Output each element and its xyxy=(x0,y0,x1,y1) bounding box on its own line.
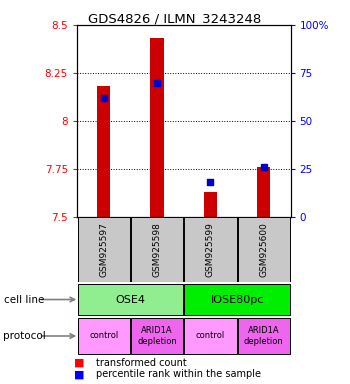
Text: control: control xyxy=(89,331,118,341)
Text: GSM925599: GSM925599 xyxy=(206,222,215,277)
Text: GSM925597: GSM925597 xyxy=(99,222,108,277)
Text: GSM925598: GSM925598 xyxy=(153,222,162,277)
Bar xyxy=(238,318,290,354)
Bar xyxy=(184,284,290,315)
Point xyxy=(154,79,160,86)
Text: IOSE80pc: IOSE80pc xyxy=(210,295,264,305)
Text: percentile rank within the sample: percentile rank within the sample xyxy=(96,369,261,379)
Bar xyxy=(257,167,271,217)
Bar xyxy=(78,318,130,354)
Bar xyxy=(184,318,237,354)
Text: GSM925600: GSM925600 xyxy=(259,222,268,277)
Text: protocol: protocol xyxy=(4,331,46,341)
Point xyxy=(101,95,106,101)
Text: GDS4826 / ILMN_3243248: GDS4826 / ILMN_3243248 xyxy=(88,12,262,25)
Point xyxy=(261,164,267,170)
Text: transformed count: transformed count xyxy=(96,358,187,368)
Bar xyxy=(131,318,183,354)
Bar xyxy=(78,217,130,282)
Text: ■: ■ xyxy=(74,369,84,379)
Bar xyxy=(238,217,290,282)
Bar xyxy=(78,284,183,315)
Text: ■: ■ xyxy=(74,358,84,368)
Text: ARID1A
depletion: ARID1A depletion xyxy=(137,326,177,346)
Point xyxy=(208,179,213,185)
Text: control: control xyxy=(196,331,225,341)
Text: cell line: cell line xyxy=(4,295,44,305)
Bar xyxy=(97,86,110,217)
Bar xyxy=(150,38,164,217)
Bar xyxy=(184,217,237,282)
Text: ARID1A
depletion: ARID1A depletion xyxy=(244,326,284,346)
Bar xyxy=(204,192,217,217)
Text: OSE4: OSE4 xyxy=(116,295,145,305)
Bar xyxy=(131,217,183,282)
